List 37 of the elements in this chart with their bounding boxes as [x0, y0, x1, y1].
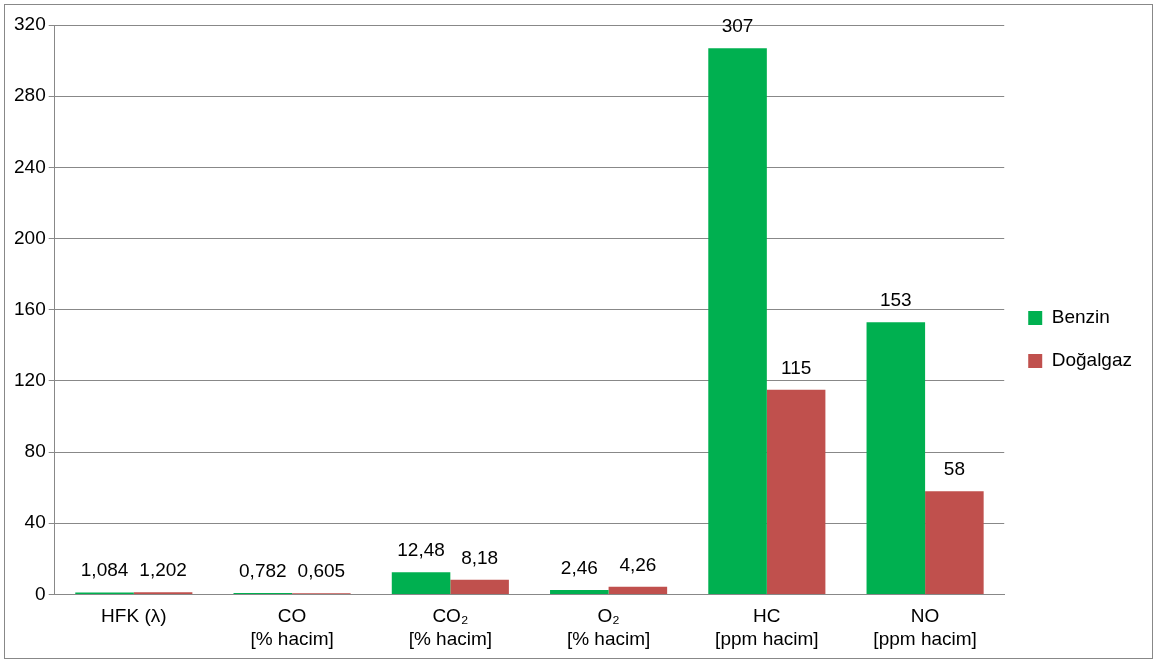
bar: [608, 586, 668, 594]
bar: [925, 491, 984, 594]
y-tick-label: 320: [14, 13, 46, 35]
y-tick-label: 80: [24, 440, 46, 462]
x-tick-label: HC [ppm hacim]: [715, 605, 819, 649]
y-tick-label: 0: [35, 582, 46, 604]
x-tick-label: CO₂ [% hacim]: [408, 605, 493, 649]
data-label: 0,782: [239, 559, 287, 581]
data-label: 1,202: [139, 559, 187, 580]
bar: [391, 572, 451, 594]
data-label: 58: [943, 457, 965, 479]
data-label: 4,26: [619, 553, 657, 575]
data-label: 153: [879, 288, 912, 310]
legend-label: Benzin: [1051, 306, 1110, 328]
x-tick-label: O₂ [% hacim]: [566, 605, 651, 649]
bar: [866, 322, 926, 594]
data-label: 8,18: [461, 546, 499, 568]
bar: [550, 590, 609, 594]
x-tick-label: CO [% hacim]: [250, 605, 334, 649]
bar: [450, 579, 509, 594]
data-label: 307: [721, 14, 754, 36]
y-tick-label: 200: [14, 226, 46, 248]
bar: [708, 48, 767, 594]
data-label: 2,46: [560, 556, 598, 578]
y-tick-label: 160: [14, 297, 46, 319]
x-tick-label: HFK (λ): [101, 605, 167, 627]
data-label: 1,084: [80, 559, 129, 581]
y-tick-label: 40: [24, 511, 46, 533]
legend-label: Doğalgaz: [1051, 349, 1132, 371]
y-tick-label: 240: [14, 155, 46, 177]
y-tick-label: 280: [14, 84, 46, 106]
x-tick-label: NO [ppm hacim]: [873, 605, 977, 649]
data-label: 12,48: [397, 538, 445, 560]
data-label: 0,605: [297, 560, 346, 582]
y-tick-label: 120: [14, 369, 46, 391]
bar: [766, 389, 826, 594]
data-label: 115: [780, 356, 812, 378]
